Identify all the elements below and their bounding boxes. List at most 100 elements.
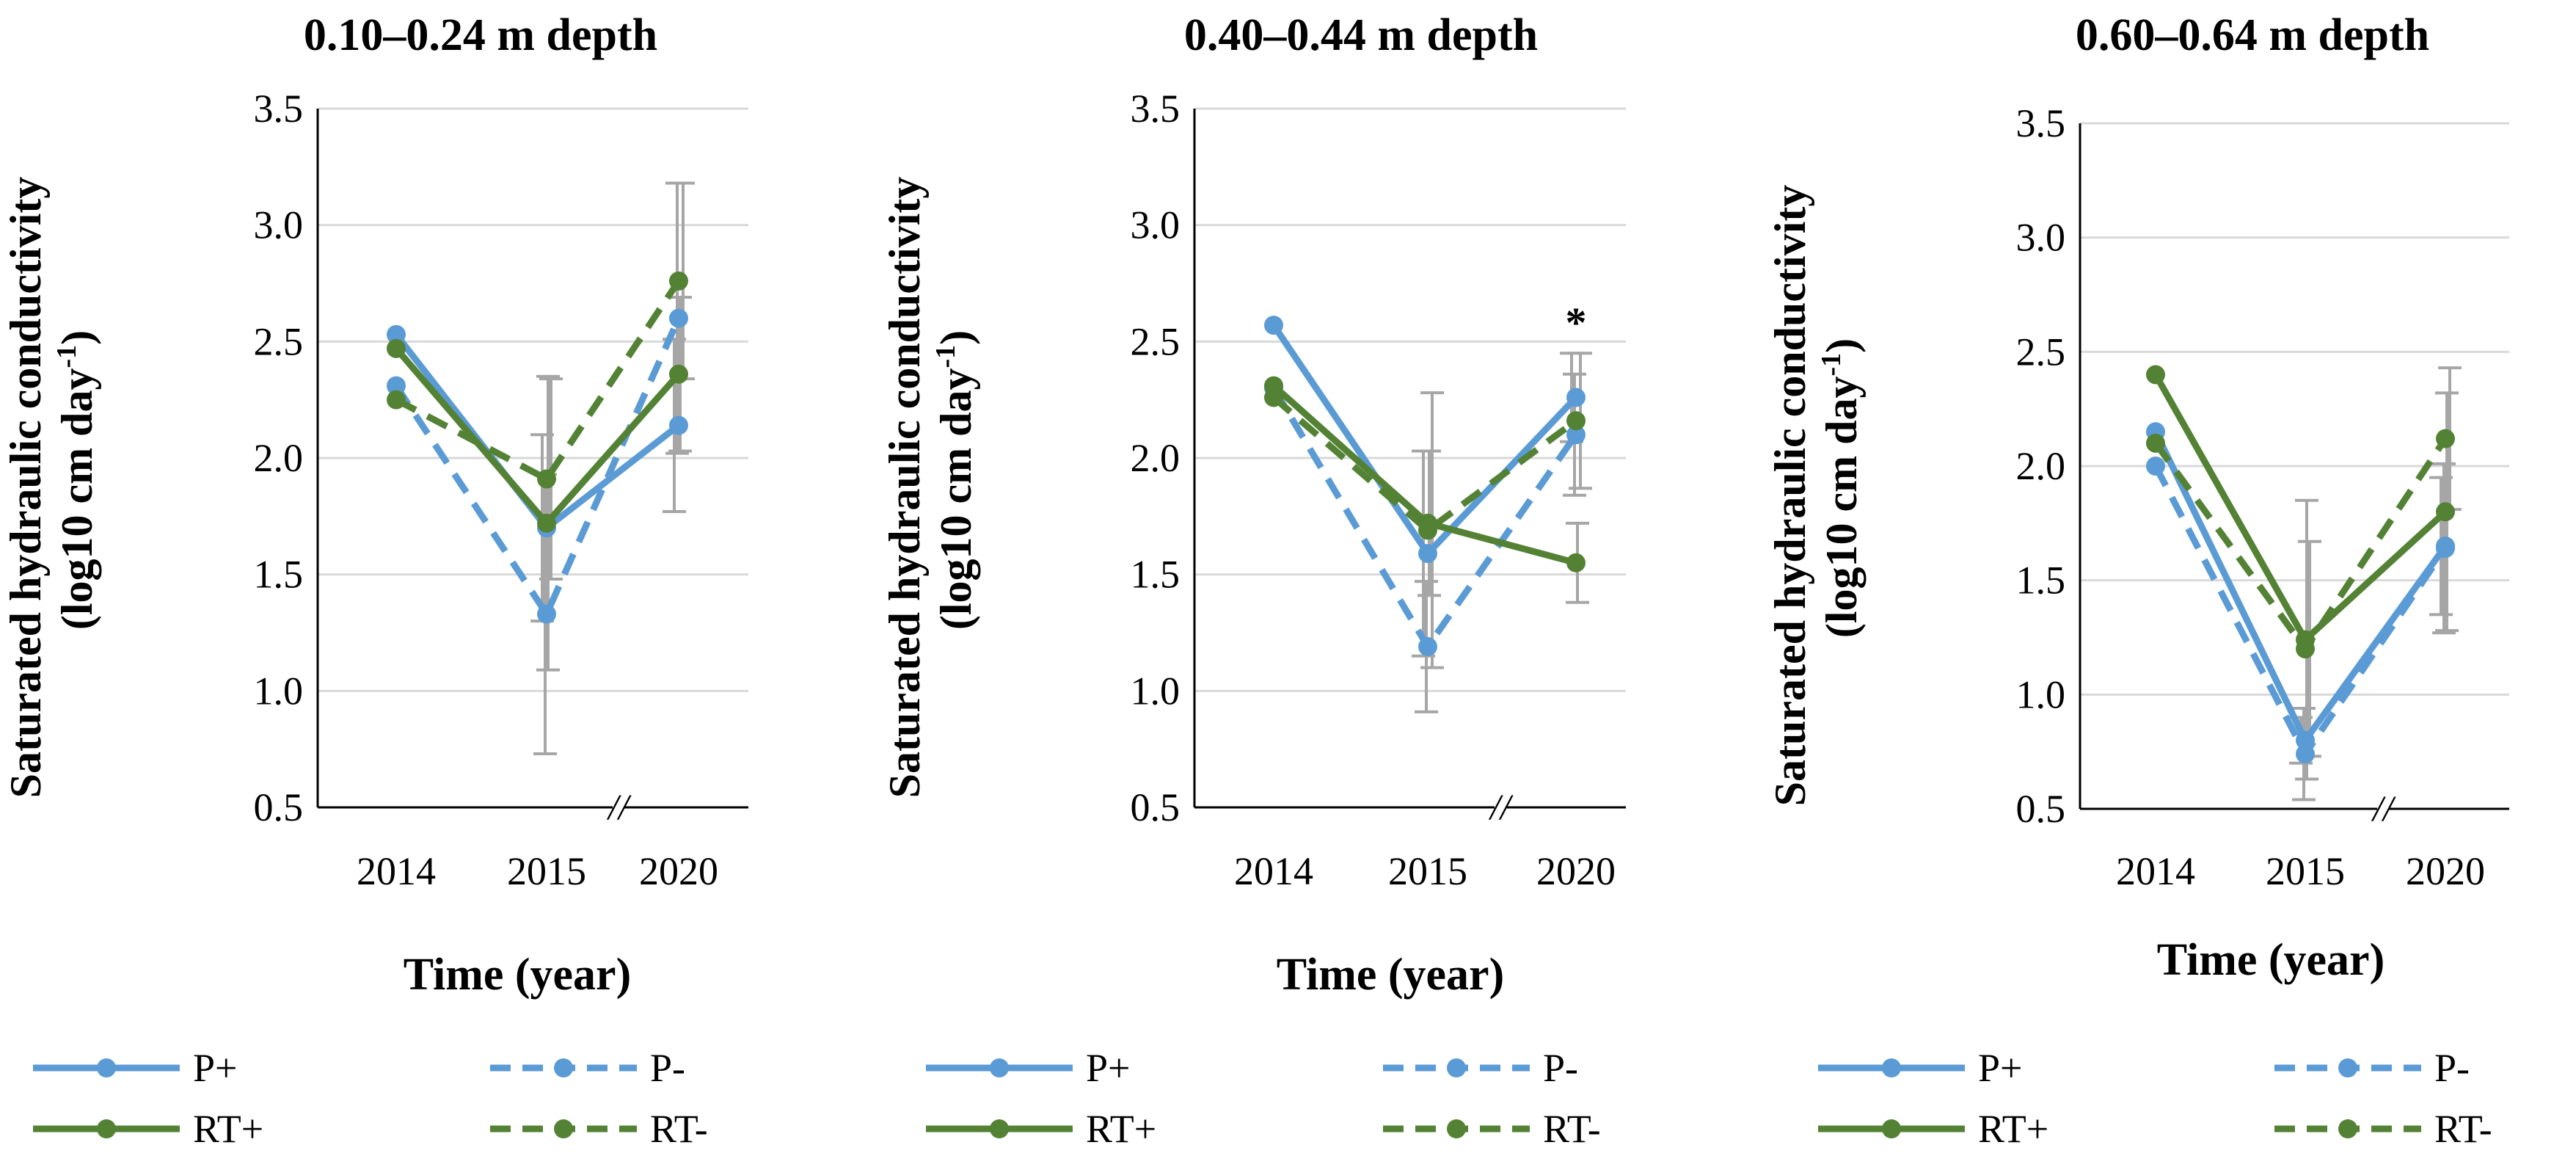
chart-panel-3: 0.5 1.0 1.5 2.0 2.5 3.0 3.5 // 2014 2015 2020 0.60–… xyxy=(1766,10,2509,985)
axis-break: // xyxy=(2371,788,2396,829)
chart-title: 0.60–0.64 m depth xyxy=(2076,10,2429,60)
data-point xyxy=(537,604,556,624)
legend-label: RT- xyxy=(2434,1107,2492,1151)
x-tick-label: 2020 xyxy=(2406,849,2485,893)
legend-label: P+ xyxy=(193,1046,238,1090)
legend-label: RT+ xyxy=(1978,1107,2048,1151)
data-point xyxy=(2296,639,2315,659)
y-axis-label-units: (log10 cm day-1) xyxy=(51,330,101,630)
legend-marker xyxy=(990,1119,1009,1138)
data-point xyxy=(2436,502,2455,522)
x-tick-label: 2014 xyxy=(357,849,436,893)
axis-break: // xyxy=(606,786,632,827)
chart-title: 0.10–0.24 m depth xyxy=(304,10,657,60)
data-point xyxy=(1566,388,1586,407)
y-tick-label: 1.0 xyxy=(254,669,304,713)
data-point xyxy=(2146,433,2165,453)
legend-marker xyxy=(97,1119,116,1138)
legend-label: P+ xyxy=(1978,1046,2023,1090)
data-point xyxy=(387,390,406,410)
data-point xyxy=(1418,520,1437,540)
legend-marker xyxy=(1447,1119,1466,1138)
y-tick-label: 1.5 xyxy=(1131,553,1181,597)
data-point xyxy=(537,513,556,533)
chart-title: 0.40–0.44 m depth xyxy=(1184,10,1538,60)
y-tick-label: 3.5 xyxy=(254,87,304,131)
legend-label: P+ xyxy=(1086,1046,1131,1090)
data-point xyxy=(669,271,688,291)
x-axis-label: Time (year) xyxy=(1277,950,1504,1000)
y-tick-label: 0.5 xyxy=(254,785,304,829)
y-tick-label: 2.0 xyxy=(1131,436,1181,480)
y-tick-label: 3.0 xyxy=(1131,203,1181,247)
data-point xyxy=(1418,544,1437,564)
data-point xyxy=(669,308,688,328)
data-point xyxy=(2436,429,2455,448)
legend-label: P- xyxy=(650,1046,685,1090)
legend-marker xyxy=(554,1119,573,1138)
x-tick-label: 2014 xyxy=(1234,849,1313,893)
legend-marker xyxy=(990,1058,1009,1077)
legend-marker xyxy=(1882,1119,1901,1138)
x-axis-label: Time (year) xyxy=(2157,935,2385,985)
y-axis-label-units: (log10 cm day-1) xyxy=(930,330,980,630)
series-line-RT-minus xyxy=(1271,395,1578,534)
data-point xyxy=(387,338,406,358)
series-line-P-minus xyxy=(393,316,682,618)
axis-break-gap xyxy=(1495,804,1506,810)
y-tick-label: 0.5 xyxy=(1131,785,1181,829)
data-point xyxy=(1566,411,1586,431)
legend-label: RT+ xyxy=(1086,1107,1156,1151)
y-tick-label: 1.5 xyxy=(254,553,304,597)
y-tick-label: 1.5 xyxy=(2016,559,2066,603)
chart-panel-1: 0.5 1.0 1.5 2.0 2.5 3.0 3.5 // 2014 2015 2020 0.10–… xyxy=(1,10,748,1000)
axis-break-gap xyxy=(2377,806,2389,812)
legend-3: P+ P- RT+ RT- xyxy=(1818,1046,2492,1151)
data-point xyxy=(537,469,556,489)
legend-label: RT- xyxy=(1543,1107,1601,1151)
x-tick-label: 2015 xyxy=(2266,849,2345,893)
legend-marker xyxy=(2338,1119,2357,1138)
legend-marker xyxy=(2338,1058,2357,1077)
chart-panel-2: 0.5 1.0 1.5 2.0 2.5 3.0 3.5 // 2014 2015 2020 * 0.40… xyxy=(880,10,1626,1000)
y-axis-label-units: (log10 cm day-1) xyxy=(1816,338,1866,638)
data-point xyxy=(2436,539,2455,559)
legend-label: P- xyxy=(1543,1046,1578,1090)
legend-marker xyxy=(554,1058,573,1077)
y-axis-label: Saturated hydraulic conductivity xyxy=(1,177,50,799)
data-point xyxy=(2146,457,2165,476)
axis-break: // xyxy=(1488,786,1514,827)
legend-label: RT- xyxy=(650,1107,708,1151)
y-tick-label: 2.0 xyxy=(2016,444,2066,488)
legend-marker xyxy=(97,1058,116,1077)
x-tick-label: 2020 xyxy=(639,849,718,893)
x-tick-label: 2015 xyxy=(507,849,586,893)
legend-1: P+ P- RT+ RT- xyxy=(33,1046,708,1151)
x-axis-label: Time (year) xyxy=(404,950,631,1000)
y-tick-label: 2.5 xyxy=(254,319,304,363)
x-tick-label: 2020 xyxy=(1536,849,1616,893)
y-tick-label: 2.5 xyxy=(2016,330,2066,374)
y-tick-label: 3.0 xyxy=(254,203,304,247)
y-tick-label: 2.5 xyxy=(1131,319,1181,363)
y-axis-label: Saturated hydraulic conductivity xyxy=(880,177,929,799)
data-point xyxy=(669,415,688,435)
x-tick-label: 2015 xyxy=(1388,849,1467,893)
data-point xyxy=(1264,388,1283,407)
data-point xyxy=(387,324,406,344)
legend-marker xyxy=(1447,1058,1466,1077)
data-point xyxy=(2296,744,2315,764)
x-tick-label: 2014 xyxy=(2116,849,2195,893)
data-point xyxy=(1566,553,1586,572)
y-axis-label: Saturated hydraulic conductivity xyxy=(1766,185,1814,807)
y-tick-label: 2.0 xyxy=(254,436,304,480)
y-tick-label: 3.5 xyxy=(2016,101,2066,145)
legend-2: P+ P- RT+ RT- xyxy=(926,1046,1601,1151)
legend-label: P- xyxy=(2434,1046,2470,1090)
data-point xyxy=(1418,637,1437,657)
y-tick-label: 1.0 xyxy=(1131,669,1181,713)
legend-marker xyxy=(1882,1058,1901,1077)
data-point xyxy=(2146,365,2165,385)
y-tick-label: 3.0 xyxy=(2016,216,2066,260)
